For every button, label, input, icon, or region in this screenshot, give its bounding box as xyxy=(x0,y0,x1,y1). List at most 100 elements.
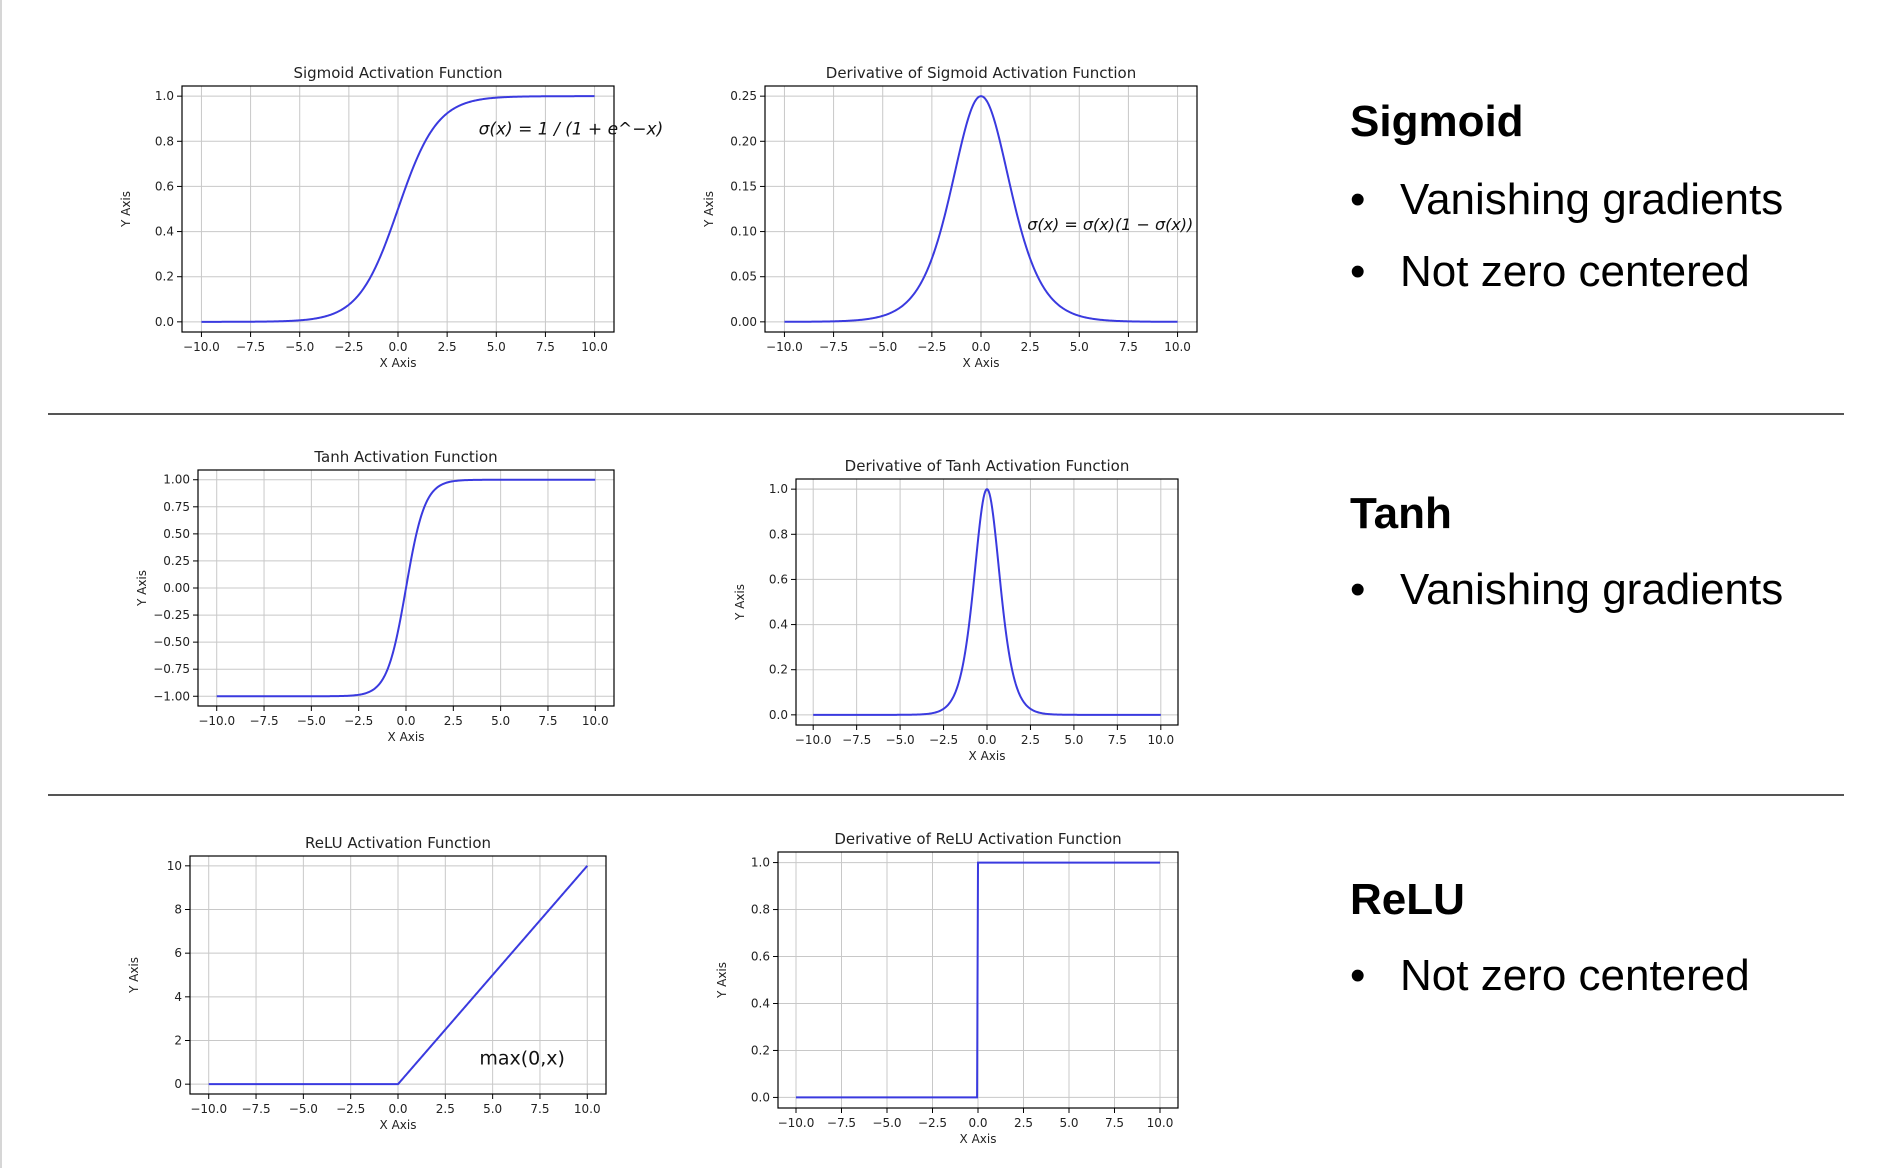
x-tick-label: 5.0 xyxy=(1070,340,1089,354)
y-tick-label: 0.20 xyxy=(730,134,757,148)
left-edge-rule xyxy=(0,0,2,1168)
x-tick-label: 7.5 xyxy=(536,340,555,354)
y-tick-label: 0.8 xyxy=(751,903,770,917)
separator-2 xyxy=(48,794,1844,796)
x-tick-label: −10.0 xyxy=(190,1102,227,1116)
x-axis-label: X Axis xyxy=(388,730,425,744)
y-tick-label: −1.00 xyxy=(153,689,190,703)
x-tick-label: −5.0 xyxy=(285,340,314,354)
bullet-text: Vanishing gradients xyxy=(1400,565,1784,614)
x-tick-label: 2.5 xyxy=(444,714,463,728)
x-tick-label: −10.0 xyxy=(766,340,803,354)
x-axis-label: X Axis xyxy=(380,356,417,370)
y-axis-label: Y Axis xyxy=(702,191,716,228)
plot-frame xyxy=(777,851,1179,1109)
x-tick-label: 0.0 xyxy=(388,340,407,354)
x-tick-label: −5.0 xyxy=(289,1102,318,1116)
x-tick-label: 10.0 xyxy=(1164,340,1191,354)
y-tick-label: 0.6 xyxy=(155,179,174,193)
plot-frame xyxy=(764,85,1198,333)
x-tick-label: 10.0 xyxy=(582,714,609,728)
x-tick-label: −5.0 xyxy=(297,714,326,728)
y-axis-label: Y Axis xyxy=(715,962,729,999)
x-tick-label: 7.5 xyxy=(530,1102,549,1116)
chart-title: Derivative of ReLU Activation Function xyxy=(834,830,1121,848)
y-tick-label: 0.05 xyxy=(730,270,757,284)
x-tick-label: −7.5 xyxy=(819,340,848,354)
y-tick-label: 0.25 xyxy=(163,554,190,568)
x-tick-label: 2.5 xyxy=(1021,340,1040,354)
y-tick-label: 0.25 xyxy=(730,89,757,103)
x-tick-label: −7.5 xyxy=(842,733,871,747)
x-tick-label: 2.5 xyxy=(1014,1116,1033,1130)
y-axis-label: Y Axis xyxy=(119,191,133,228)
chart-title: ReLU Activation Function xyxy=(305,834,491,852)
heading-sigmoid: Sigmoid xyxy=(1350,97,1524,146)
bullet-item: • Not zero centered xyxy=(1350,954,1750,998)
chart-sigmoid: −10.0 −7.5 −5.0 −2.5 0.0 2.5 5.0 7.5 10.0 0.0 0.2 0… xyxy=(119,64,663,370)
x-tick-label: −7.5 xyxy=(241,1102,270,1116)
x-tick-label: 0.0 xyxy=(968,1116,987,1130)
bullet-dot-icon: • xyxy=(1350,951,1366,1000)
series-line xyxy=(796,861,1160,1099)
x-tick-label: −2.5 xyxy=(334,340,363,354)
y-tick-label: 1.00 xyxy=(163,473,190,487)
x-tick-label: −2.5 xyxy=(917,340,946,354)
x-tick-label: −2.5 xyxy=(336,1102,365,1116)
bullet-item: • Vanishing gradients xyxy=(1350,568,1783,612)
x-tick-label: −7.5 xyxy=(249,714,278,728)
bullet-dot-icon: • xyxy=(1350,565,1366,614)
plot-frame xyxy=(189,855,607,1095)
y-tick-label: 0.4 xyxy=(751,996,770,1010)
y-tick-label: 0.75 xyxy=(163,500,190,514)
separator-1 xyxy=(48,413,1844,415)
plot-frame xyxy=(197,469,615,707)
series-line xyxy=(208,865,589,1086)
y-tick-label: 0.6 xyxy=(751,950,770,964)
y-tick-label: 0.2 xyxy=(751,1043,770,1057)
plot-frame xyxy=(181,85,615,333)
chart-title: Sigmoid Activation Function xyxy=(293,64,502,82)
y-tick-label: 1.0 xyxy=(155,89,174,103)
y-tick-label: 10 xyxy=(167,859,182,873)
heading-relu: ReLU xyxy=(1350,875,1465,924)
x-tick-label: −7.5 xyxy=(827,1116,856,1130)
x-tick-label: 0.0 xyxy=(388,1102,407,1116)
x-tick-label: −5.0 xyxy=(886,733,915,747)
bullets-tanh: • Vanishing gradients xyxy=(1350,568,1783,640)
chart-title: Tanh Activation Function xyxy=(313,448,497,466)
y-tick-label: 0.4 xyxy=(769,618,788,632)
y-tick-label: 1.0 xyxy=(751,856,770,870)
x-tick-label: 0.0 xyxy=(971,340,990,354)
x-tick-label: −10.0 xyxy=(795,733,832,747)
x-tick-label: −5.0 xyxy=(868,340,897,354)
chart-relu: −10.0 −7.5 −5.0 −2.5 0.0 2.5 5.0 7.5 10.0 0 2 4 6 8 10… xyxy=(127,834,607,1132)
y-tick-label: 0.0 xyxy=(155,315,174,329)
y-tick-label: −0.75 xyxy=(153,662,190,676)
y-axis-label: Y Axis xyxy=(733,584,747,621)
bullet-text: Vanishing gradients xyxy=(1400,175,1784,224)
y-tick-label: 0.4 xyxy=(155,225,174,239)
chart-tanh: −10.0 −7.5 −5.0 −2.5 0.0 2.5 5.0 7.5 10.0 −1.00 −0… xyxy=(135,448,615,744)
x-tick-label: 2.5 xyxy=(1021,733,1040,747)
bullet-text: Not zero centered xyxy=(1400,951,1750,1000)
y-axis-label: Y Axis xyxy=(135,570,149,607)
x-tick-label: −10.0 xyxy=(778,1116,815,1130)
x-tick-label: 5.0 xyxy=(1064,733,1083,747)
y-axis-label: Y Axis xyxy=(127,957,141,994)
chart-tanh-derivative: −10.0 −7.5 −5.0 −2.5 0.0 2.5 5.0 7.5 10.0 0.0 0.2 0… xyxy=(733,457,1179,763)
series-line xyxy=(784,95,1178,323)
series-line xyxy=(216,478,596,698)
y-tick-label: 1.0 xyxy=(769,482,788,496)
y-tick-label: 4 xyxy=(174,990,182,1004)
x-tick-label: 7.5 xyxy=(538,714,557,728)
x-axis-label: X Axis xyxy=(963,356,1000,370)
series-line xyxy=(201,95,595,323)
y-tick-label: 0.8 xyxy=(155,134,174,148)
x-tick-label: −2.5 xyxy=(344,714,373,728)
x-tick-label: 5.0 xyxy=(483,1102,502,1116)
chart-annotation: σ(x) = σ(x)(1 − σ(x)) xyxy=(1027,215,1193,234)
x-tick-label: 10.0 xyxy=(574,1102,601,1116)
